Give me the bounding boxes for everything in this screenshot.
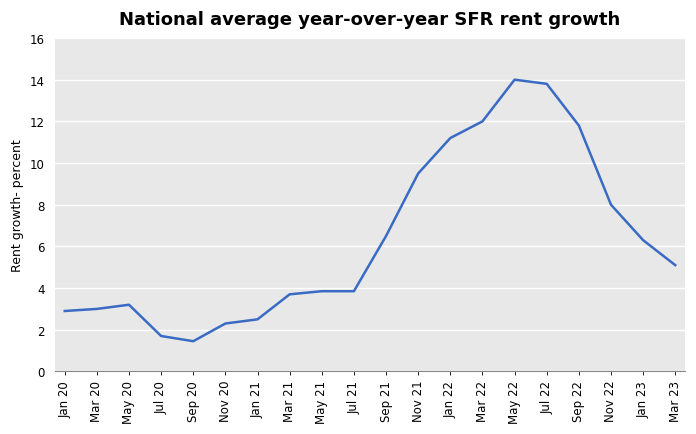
Title: National average year-over-year SFR rent growth: National average year-over-year SFR rent… <box>119 11 621 29</box>
Y-axis label: Rent growth- percent: Rent growth- percent <box>11 139 24 271</box>
